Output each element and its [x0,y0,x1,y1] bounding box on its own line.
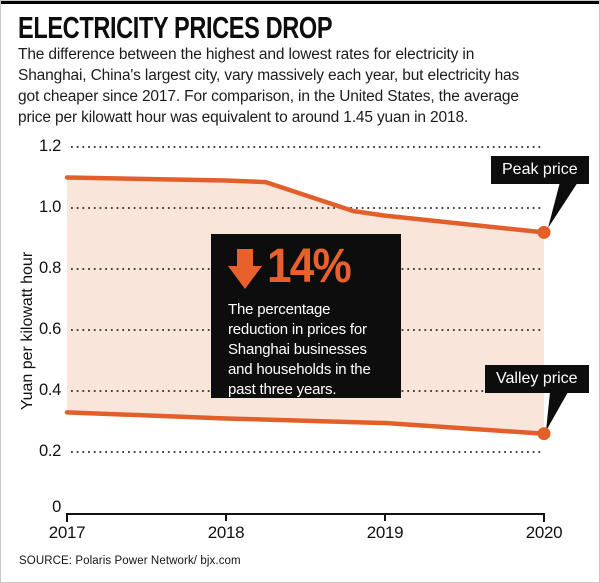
peak-price-label: Peak price [491,156,589,184]
callout-text-line: Shanghai businesses [228,341,367,358]
callout-header: 14% [228,240,391,293]
y-tick-label: 0.6 [38,320,61,338]
x-tick-label: 2019 [366,523,404,542]
callout-text: The percentage reduction in prices for S… [228,300,391,400]
x-tick-label: 2018 [207,523,245,542]
y-tick-label: 1.2 [38,137,61,155]
callout-box: 14% The percentage reduction in prices f… [211,234,401,398]
callout-text-line: The percentage [228,301,331,318]
peak-price-dot [537,225,551,239]
y-tick-label: 0.2 [38,442,61,460]
valley-price-dot [537,427,551,441]
intro-line: Shanghai, China's largest city, vary mas… [18,67,520,84]
valley-price-line [64,410,547,436]
y-tick-label: 1.0 [38,198,61,216]
callout-text-line: and households in the [228,361,371,378]
callout-text-line: reduction in prices for [228,321,367,338]
intro-line: The difference between the highest and l… [18,46,475,63]
down-arrow-icon [228,249,262,289]
x-tick-label: 2017 [48,523,86,542]
x-tick-label: 2020 [525,523,563,542]
intro-line: got cheaper since 2017. For comparison, … [18,88,519,105]
intro-line: price per kilowatt hour was equivalent t… [18,109,469,126]
y-tick-label: 0 [52,498,61,516]
y-tick-label: 0.4 [38,381,61,399]
page-title: ELECTRICITY PRICES DROP [18,10,333,45]
peak-price-line [64,175,547,235]
valley-price-label: Valley price [485,365,589,393]
x-axis [66,513,545,522]
callout-value: 14% [267,240,352,293]
y-tick-label: 0.8 [38,259,61,277]
callout-text-line: past three years. [228,381,337,398]
valley-label-pointer [546,392,568,431]
top-rule [1,1,599,4]
intro-paragraph: The difference between the highest and l… [18,44,519,128]
peak-label-pointer [548,182,578,228]
source-credit: SOURCE: Polaris Power Network/ bjx.com [19,555,241,567]
